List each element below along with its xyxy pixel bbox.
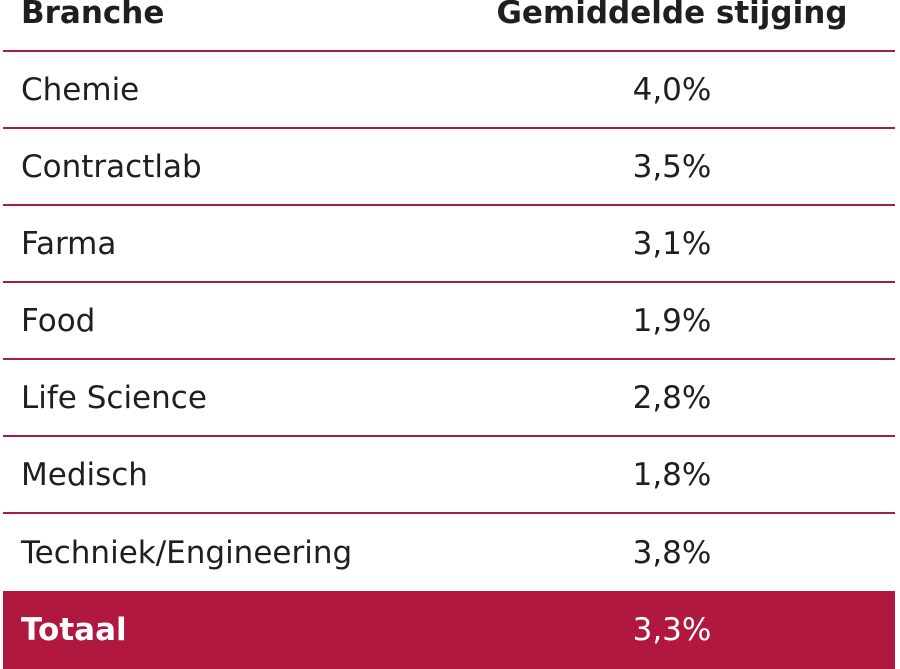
- header-average-increase: Gemiddelde stijging: [496, 0, 848, 31]
- total-row: Totaal 3,3%: [3, 591, 895, 669]
- table-row: Chemie 4,0%: [3, 52, 895, 129]
- table-row: Life Science 2,8%: [3, 360, 895, 437]
- row-value: 3,1%: [632, 225, 712, 262]
- row-branche: Techniek/Engineering: [21, 534, 353, 571]
- row-value: 4,0%: [632, 71, 712, 108]
- row-value: 3,5%: [632, 148, 712, 185]
- row-branche: Food: [21, 302, 96, 339]
- total-label: Totaal: [21, 612, 127, 648]
- row-value: 3,8%: [632, 534, 712, 571]
- row-value: 1,9%: [632, 302, 712, 339]
- header-branche: Branche: [21, 0, 165, 31]
- row-branche: Medisch: [21, 456, 148, 493]
- row-branche: Farma: [21, 225, 117, 262]
- row-value: 2,8%: [632, 379, 712, 416]
- row-branche: Life Science: [21, 379, 207, 416]
- table-header-row: Branche Gemiddelde stijging: [3, 0, 895, 52]
- table-row: Contractlab 3,5%: [3, 129, 895, 206]
- table-row: Medisch 1,8%: [3, 437, 895, 514]
- salary-increase-table: Branche Gemiddelde stijging Chemie 4,0% …: [3, 0, 895, 669]
- row-branche: Contractlab: [21, 148, 202, 185]
- table-row: Techniek/Engineering 3,8%: [3, 514, 895, 591]
- row-value: 1,8%: [632, 456, 712, 493]
- row-branche: Chemie: [21, 71, 140, 108]
- table-row: Food 1,9%: [3, 283, 895, 360]
- table-row: Farma 3,1%: [3, 206, 895, 283]
- total-value: 3,3%: [632, 612, 712, 648]
